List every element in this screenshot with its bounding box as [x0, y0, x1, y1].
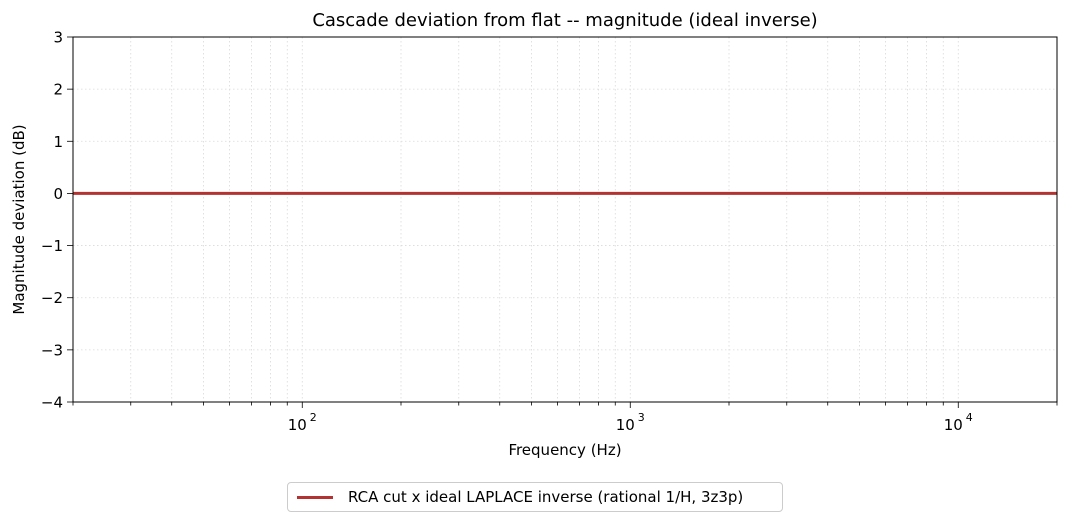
y-axis-label: Magnitude deviation (dB) — [10, 124, 28, 314]
x-tick-exponent: 4 — [966, 411, 973, 424]
legend-label: RCA cut x ideal LAPLACE inverse (rationa… — [348, 488, 744, 506]
grid — [72, 36, 1058, 403]
y-tick-label: 0 — [53, 185, 63, 203]
y-tick-label: −1 — [41, 237, 63, 255]
legend-swatch — [297, 495, 333, 499]
chart-title: Cascade deviation from flat -- magnitude… — [312, 10, 817, 31]
y-tick-label: 2 — [53, 81, 63, 99]
y-tick-label: −3 — [41, 341, 63, 359]
x-tick-label: 10 — [288, 416, 307, 434]
x-tick-exponent: 3 — [638, 411, 645, 424]
y-tick-label: −4 — [41, 394, 63, 412]
plot-frame — [72, 36, 1058, 403]
x-axis-label: Frequency (Hz) — [508, 441, 621, 459]
x-tick-exponent: 2 — [310, 411, 317, 424]
x-tick-label: 10 — [616, 416, 635, 434]
x-tick-label: 10 — [944, 416, 963, 434]
y-tick-label: 1 — [53, 133, 63, 151]
y-tick-label: 3 — [53, 29, 63, 47]
y-tick-label: −2 — [41, 289, 63, 307]
legend: RCA cut x ideal LAPLACE inverse (rationa… — [287, 482, 783, 512]
